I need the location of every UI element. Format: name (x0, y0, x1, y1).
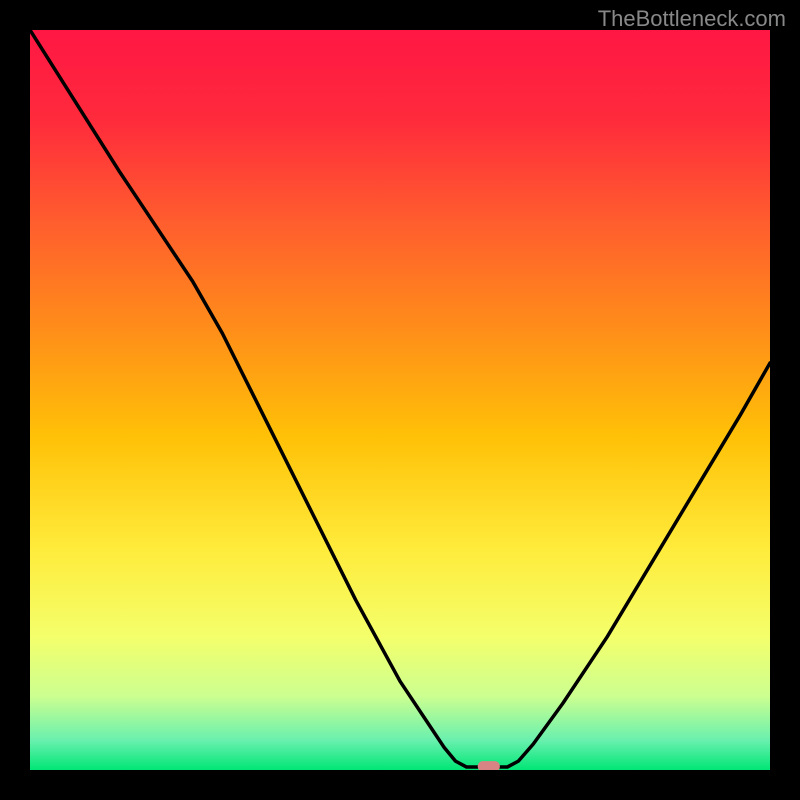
optimal-point-marker (478, 761, 500, 770)
watermark-text: TheBottleneck.com (598, 6, 786, 32)
bottleneck-curve-chart (30, 30, 770, 770)
chart-background (30, 30, 770, 770)
chart-canvas (30, 30, 770, 770)
